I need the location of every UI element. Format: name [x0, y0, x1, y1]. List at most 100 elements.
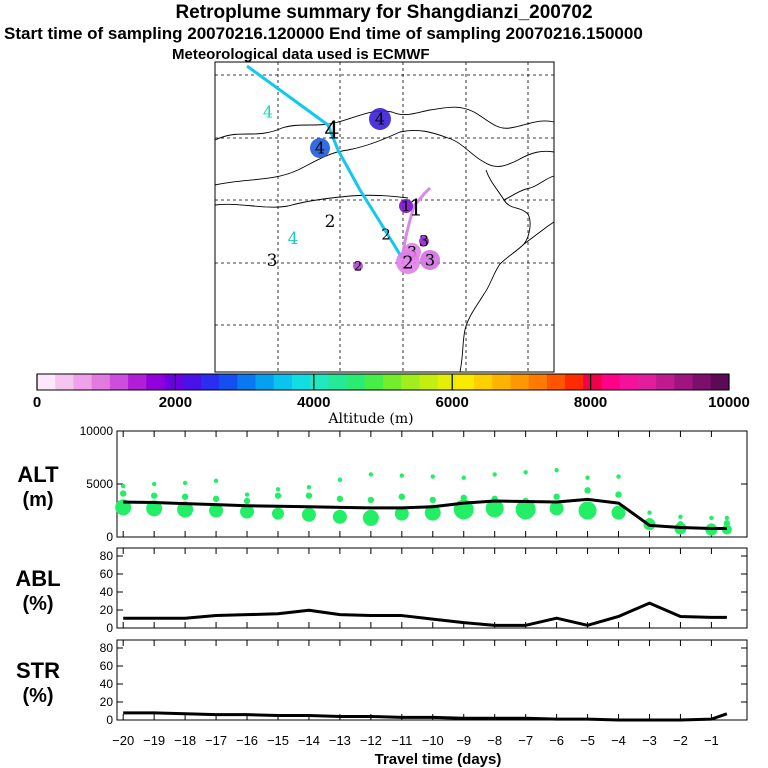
y-tick-label: 20 — [100, 603, 114, 617]
x-tick-label: −12 — [360, 733, 382, 748]
colorbar-swatch — [601, 374, 621, 390]
colorbar-swatch — [182, 374, 202, 390]
map-marker-dot — [369, 108, 391, 130]
alt-bubble — [182, 480, 188, 486]
colorbar-swatch — [219, 374, 238, 390]
y-tick-label: 0 — [106, 713, 113, 727]
map-marker-label: 4 — [315, 139, 325, 158]
x-tick-label: −14 — [298, 733, 320, 748]
colorbar-swatch — [109, 374, 129, 390]
x-tick-label: −9 — [456, 733, 471, 748]
map-marker-label: 3 — [419, 232, 429, 251]
colorbar-swatch — [674, 374, 694, 390]
alt-bubble — [615, 491, 622, 498]
x-tick-label: −4 — [611, 733, 626, 748]
y-tick-label: 0 — [106, 530, 113, 544]
alt-bubble — [460, 494, 467, 501]
alt-bubble — [523, 470, 528, 475]
alt-bubble — [119, 490, 127, 497]
alt-bubble — [724, 515, 730, 521]
y-tick-label: 80 — [100, 641, 114, 655]
y-tick-label: 40 — [100, 677, 114, 691]
alt-bubble — [244, 492, 250, 497]
colorbar-swatch — [237, 374, 257, 390]
colorbar-swatch — [55, 374, 74, 390]
colorbar-swatch — [164, 374, 184, 390]
map-marker-label: 3 — [425, 251, 435, 270]
alt-bubble — [367, 496, 375, 504]
map-marker-label: 3 — [267, 251, 278, 271]
colorbar-swatch — [656, 374, 675, 390]
map-marker-label: 2 — [325, 212, 336, 232]
x-tick-label: −10 — [422, 733, 444, 748]
alt-bubble — [430, 474, 435, 479]
map-gridlines — [215, 62, 554, 372]
x-tick-label: −5 — [580, 733, 595, 748]
colorbar-swatch — [200, 374, 220, 390]
colorbar-swatch — [346, 374, 366, 390]
colorbar-swatch — [364, 374, 384, 390]
sampling-times: Start time of sampling 20070216.120000 E… — [4, 24, 643, 43]
alt-bubble — [584, 487, 591, 494]
map-marker-dot — [353, 261, 363, 271]
alt-bubble — [368, 472, 374, 477]
colorbar-tick-label: 0 — [33, 394, 41, 411]
chart-title: Retroplume summary for Shangdianzi_20070… — [175, 2, 593, 23]
alt-bubble — [678, 514, 683, 520]
colorbar-swatch — [565, 374, 584, 390]
colorbar-title: Altitude (m) — [327, 411, 413, 427]
map-marker-dot — [396, 250, 420, 274]
alt-bubble — [616, 474, 621, 479]
retroplume-trajectory-local — [400, 186, 432, 259]
alt-bubble — [177, 501, 194, 518]
alt-bubble — [461, 475, 466, 480]
altitude-colorbar: 0 2000 4000 6000 8000 10000 Altitude (m) — [33, 373, 750, 427]
panel-frame — [116, 639, 748, 721]
x-tick-label: −13 — [329, 733, 351, 748]
map-marker-label: 2 — [381, 225, 391, 243]
colorbar-swatch — [273, 374, 293, 390]
colorbar-swatch — [546, 374, 566, 390]
colorbar-swatch — [383, 374, 402, 390]
alt-bubble — [212, 495, 220, 503]
colorbar-tick-label: 10000 — [708, 394, 750, 411]
map-panel: 444443221133322 — [214, 61, 555, 373]
y-tick-label: 0 — [106, 621, 113, 635]
colorbar-swatch — [37, 374, 56, 390]
alt-bubble — [336, 495, 344, 503]
colorbar-swatch — [310, 374, 329, 390]
alt-bubble — [485, 499, 504, 518]
colorbar-swatch — [401, 374, 420, 390]
alt-bubble — [181, 493, 189, 500]
alt-bubble — [398, 493, 406, 500]
map-marker-label: 4 — [288, 229, 299, 249]
y-tick-label: 10000 — [80, 424, 114, 438]
alt-bubble — [399, 473, 405, 478]
panel-label: ALT — [17, 462, 59, 487]
alt-bubble — [332, 509, 347, 524]
y-tick-label: 5000 — [86, 477, 113, 491]
colorbar-swatch — [692, 374, 712, 390]
colorbar-swatch — [455, 374, 475, 390]
colorbar-swatch — [528, 374, 548, 390]
colorbar-swatch — [583, 374, 603, 390]
colorbar-swatch — [255, 374, 275, 390]
alt-bubble — [611, 505, 626, 520]
colorbar-tick-label: 4000 — [297, 394, 330, 411]
map-marker-label: 1 — [409, 197, 423, 222]
alt-bubble — [394, 506, 409, 521]
x-tick-label: −18 — [174, 733, 196, 748]
panel-label: ABL — [15, 566, 60, 591]
alt-bubble — [337, 477, 343, 482]
colorbar-swatch — [510, 374, 530, 390]
x-tick-label: −16 — [236, 733, 258, 748]
x-tick-label: −2 — [673, 733, 688, 748]
y-tick-label: 60 — [100, 659, 114, 673]
alt-bubble — [515, 499, 536, 520]
x-tick-label: −8 — [487, 733, 502, 748]
alt-bubble — [492, 472, 497, 477]
alt-bubble — [647, 510, 652, 515]
x-axis-title: Travel time (days) — [375, 751, 502, 768]
panel-label: STR — [16, 658, 60, 683]
y-tick-label: 20 — [100, 695, 114, 709]
